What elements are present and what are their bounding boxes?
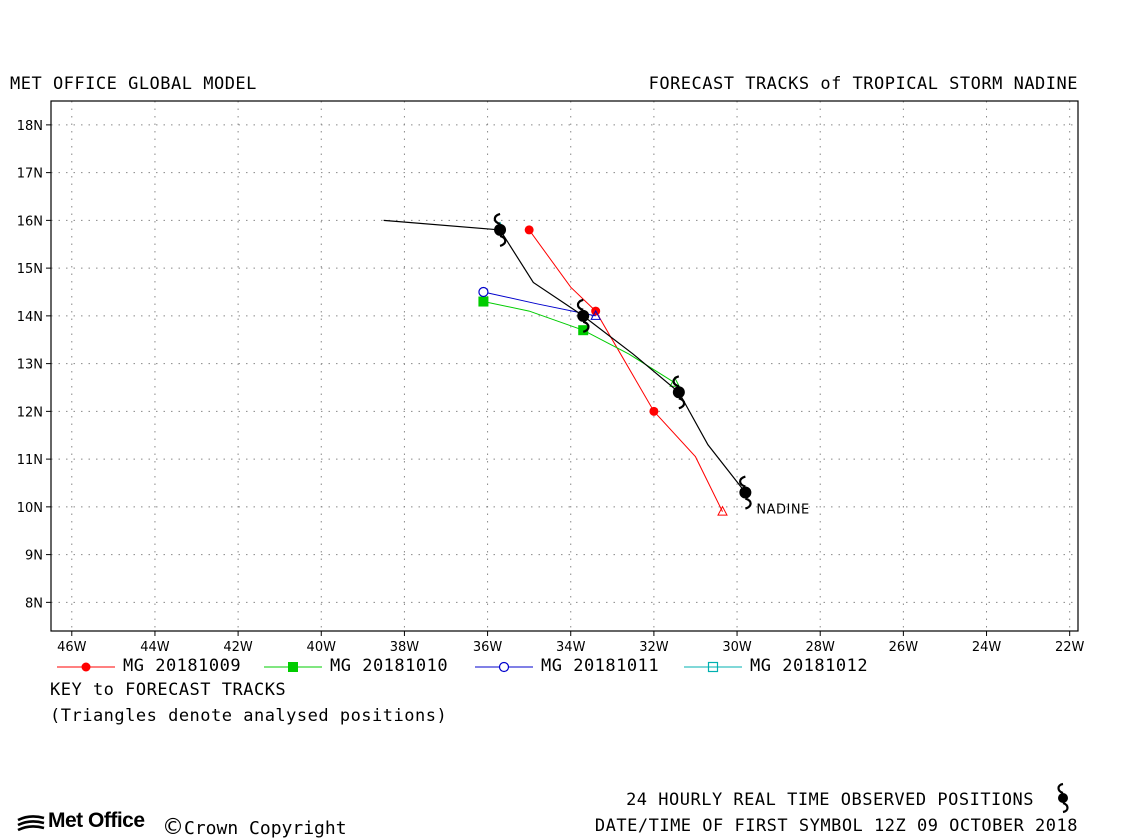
- legend-key-note: (Triangles denote analysed positions): [50, 706, 448, 726]
- y-tick-label: 8N: [25, 596, 43, 611]
- x-tick-label: 40W: [307, 640, 337, 655]
- analysed-position-triangle: [717, 505, 728, 516]
- y-tick-label: 13N: [17, 358, 43, 373]
- legend-swatch-2: [475, 661, 533, 673]
- legend-label-1: MG 20181010: [330, 656, 449, 676]
- y-tick-label: 15N: [17, 262, 43, 277]
- storm-symbol-arm: [672, 375, 680, 388]
- hurricane-symbol-icon: [1057, 782, 1069, 814]
- series-marker: [524, 225, 534, 235]
- x-tick-label: 24W: [972, 640, 1002, 655]
- hurricane-symbol-icon: [493, 212, 507, 247]
- chart-title-left: MET OFFICE GLOBAL MODEL: [10, 74, 257, 94]
- legend-marker: [707, 661, 719, 673]
- series-line: [528, 229, 723, 512]
- plot-frame: [50, 100, 1079, 632]
- y-tick-label: 14N: [17, 310, 43, 325]
- axes: 46W 44W 42W 40W 38W 36W 34W 32W 30W 28W 26W 24W 22W 8…: [17, 119, 1085, 655]
- legend-marker: [498, 661, 510, 673]
- observed-positions-note: 24 HOURLY REAL TIME OBSERVED POSITIONS: [626, 790, 1034, 810]
- legend-swatch-1: [264, 662, 322, 672]
- analysed-position-triangle: [669, 376, 681, 387]
- x-tick-label: 44W: [140, 640, 170, 655]
- storm-name-label: NADINE: [756, 503, 809, 518]
- met-office-logo-text: Met Office: [48, 809, 145, 832]
- x-tick-label: 46W: [57, 640, 87, 655]
- series-marker: [578, 325, 589, 336]
- y-tick-label: 12N: [17, 405, 43, 420]
- x-tick-label: 22W: [1055, 640, 1085, 655]
- x-tick-label: 36W: [473, 640, 503, 655]
- y-tick-label: 11N: [17, 453, 43, 468]
- x-tick-label: 30W: [722, 640, 752, 655]
- hurricane-symbol-icon: [576, 298, 590, 333]
- storm-symbol-arm: [499, 234, 507, 247]
- series-marker: [478, 296, 489, 307]
- analysed-position-triangle: [590, 309, 602, 320]
- x-tick-label: 34W: [556, 640, 586, 655]
- legend-marker: [288, 662, 298, 672]
- storm-symbol-arm: [678, 397, 686, 410]
- forecast-track-chart: 46W 44W 42W 40W 38W 36W 34W 32W 30W 28W 26W 24W 22W 8…: [17, 100, 1085, 655]
- observed-track: NADINE: [383, 212, 809, 518]
- x-tick-label: 26W: [889, 640, 919, 655]
- legend-label-2: MG 20181011: [541, 656, 660, 676]
- chart-title-right: FORECAST TRACKS of TROPICAL STORM NADINE: [648, 74, 1078, 94]
- met-office-logo-icon: [17, 815, 45, 832]
- series-marker: [649, 406, 659, 416]
- series-1: [478, 296, 681, 387]
- y-tick-label: 17N: [17, 167, 43, 182]
- copyright-notice: ©Crown Copyright: [162, 815, 347, 840]
- series-0: [524, 225, 728, 516]
- x-tick-label: 32W: [639, 640, 669, 655]
- first-symbol-datetime: DATE/TIME OF FIRST SYMBOL 12Z 09 OCTOBER…: [594, 816, 1078, 836]
- legend-swatch-0: [57, 662, 115, 672]
- storm-symbol-arm: [582, 320, 590, 333]
- x-tick-label: 42W: [223, 640, 253, 655]
- grid: [51, 101, 1078, 631]
- y-tick-label: 16N: [17, 214, 43, 229]
- storm-symbol-arm: [576, 298, 584, 311]
- series: [478, 221, 728, 516]
- x-tick-label: 28W: [806, 640, 836, 655]
- legend-swatch-3: [684, 661, 742, 673]
- y-tick-label: 18N: [17, 119, 43, 134]
- copyright-text: Crown Copyright: [184, 818, 347, 839]
- storm-symbol-arm: [493, 212, 501, 225]
- hurricane-symbol-icon: [739, 475, 752, 510]
- hurricane-symbol-icon: [672, 375, 686, 410]
- copyright-symbol: ©: [162, 815, 184, 840]
- storm-symbol-eye: [672, 386, 685, 399]
- storm-symbol-eye: [494, 223, 507, 236]
- x-tick-label: 38W: [390, 640, 420, 655]
- legend-key-title: KEY to FORECAST TRACKS: [50, 680, 287, 700]
- storm-symbol-eye: [577, 309, 590, 322]
- legend-marker: [81, 662, 91, 672]
- y-tick-label: 9N: [25, 549, 43, 564]
- series-marker: [478, 286, 489, 298]
- storm-symbol-arm: [739, 475, 746, 488]
- storm-symbol-arm: [744, 497, 752, 510]
- legend-label-0: MG 20181009: [123, 656, 242, 676]
- storm-symbol-eye: [739, 486, 752, 499]
- legend-label-3: MG 20181012: [750, 656, 869, 676]
- y-tick-label: 10N: [17, 501, 43, 516]
